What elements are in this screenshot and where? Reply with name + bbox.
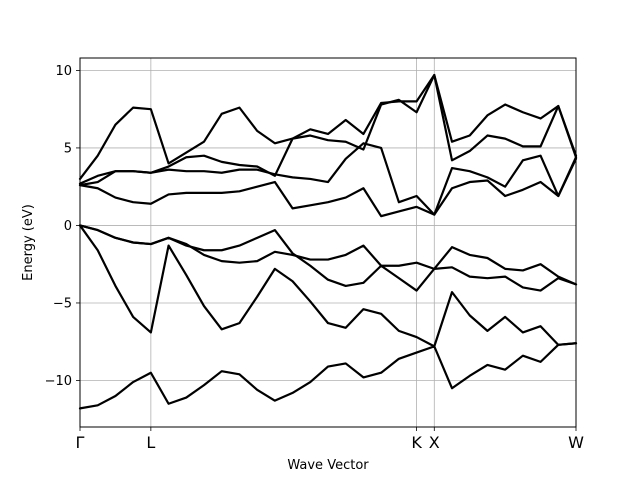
x-tick-label: K	[411, 433, 422, 452]
y-axis-label: Energy (eV)	[21, 204, 36, 281]
band-line-1	[78, 342, 578, 410]
band-line-6	[78, 142, 578, 216]
plot-area-frame	[79, 57, 577, 428]
y-tick-label: −5	[53, 296, 72, 311]
x-axis-label: Wave Vector	[287, 458, 369, 473]
band-line-8	[78, 73, 578, 181]
axis-ticks: 10 5 0 −5 −10 Γ L K X W	[45, 64, 585, 452]
x-tick-label: X	[429, 433, 440, 452]
x-tick-label: W	[568, 433, 584, 452]
y-tick-label: 5	[64, 141, 72, 156]
y-tick-label: 10	[55, 64, 72, 79]
y-tick-label: −10	[45, 374, 72, 389]
x-tick-label: L	[146, 433, 155, 452]
x-tick-label: Γ	[76, 433, 85, 452]
band-line-7	[78, 73, 578, 185]
band-lines	[78, 73, 578, 410]
band-line-5	[78, 157, 578, 218]
y-tick-label: 0	[64, 219, 72, 234]
band-line-4	[78, 224, 578, 292]
band-line-2	[78, 224, 578, 348]
